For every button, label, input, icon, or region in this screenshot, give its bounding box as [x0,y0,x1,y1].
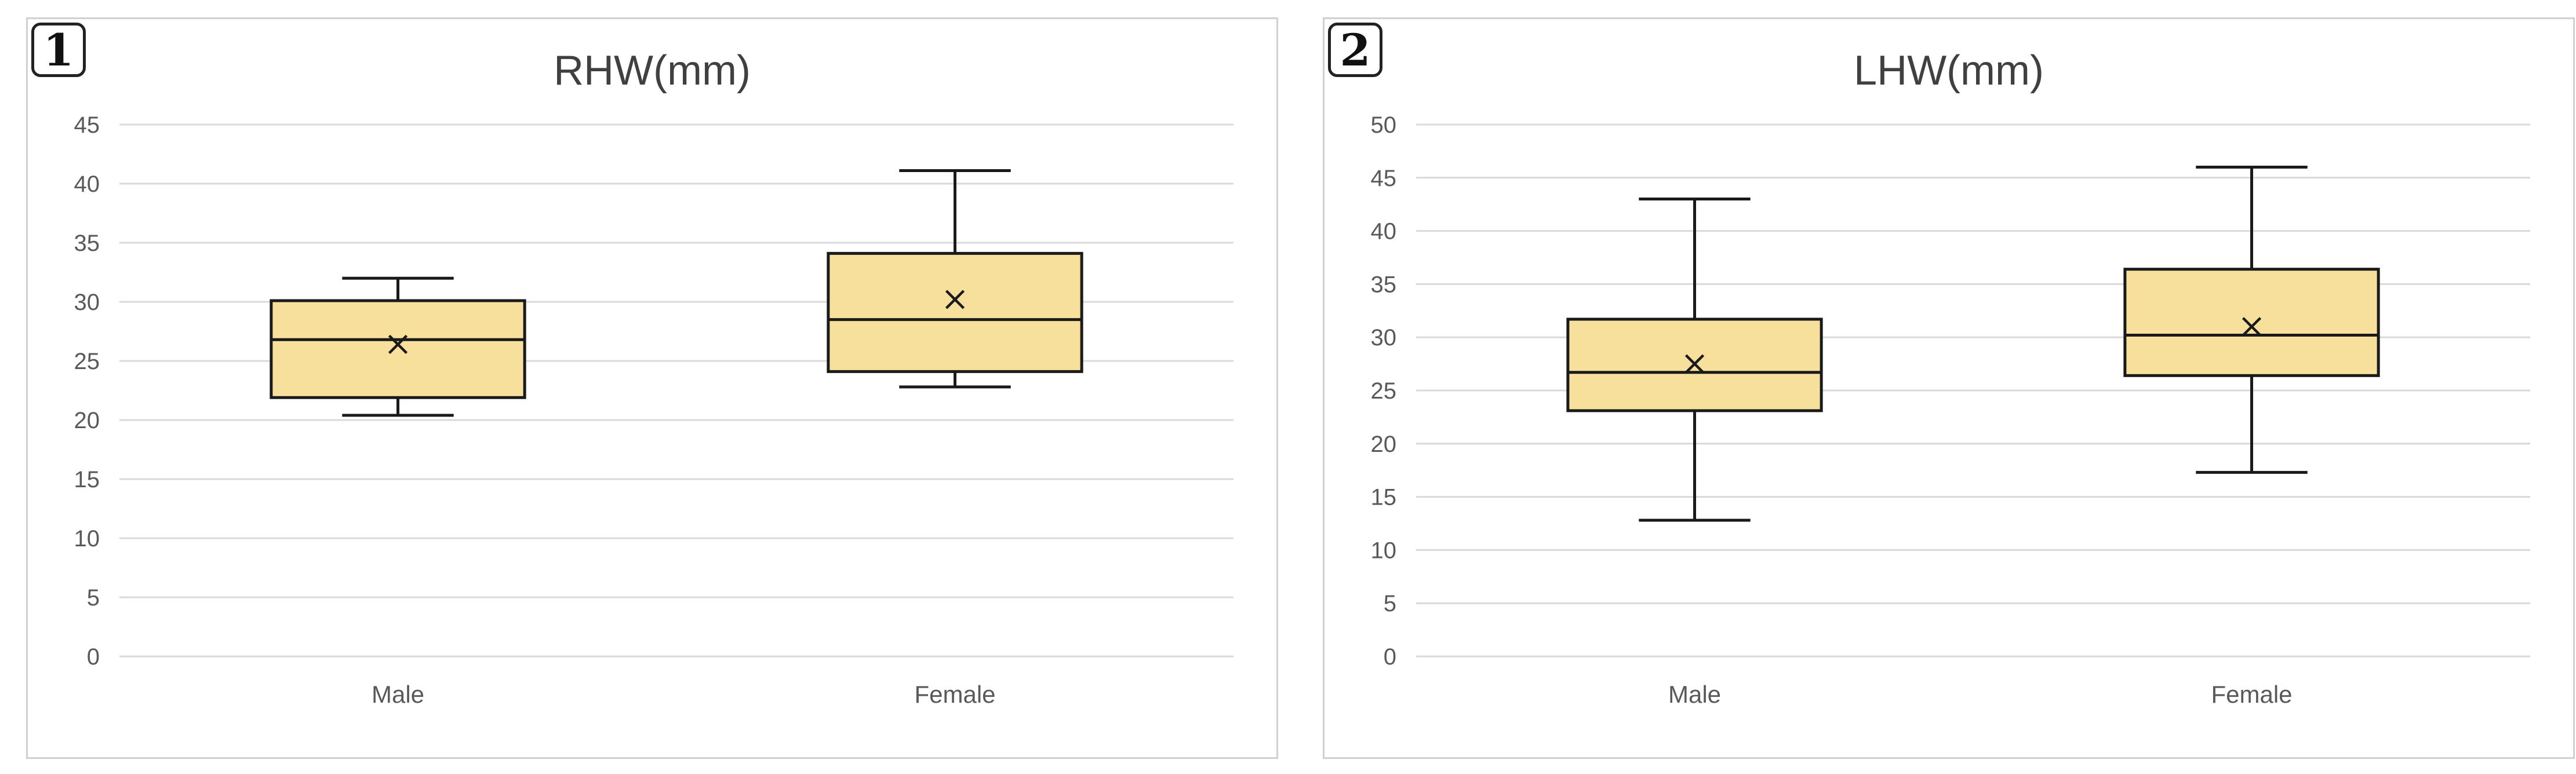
x-category-label: Female [2211,681,2292,708]
mean-marker [1684,354,1705,374]
y-tick-label: 40 [1371,219,1397,244]
y-tick-label: 0 [1384,644,1396,670]
mean-marker [2242,317,2262,337]
y-tick-label: 15 [74,467,100,492]
y-tick-label: 10 [1371,538,1397,563]
y-tick-label: 40 [74,171,100,197]
y-tick-label: 15 [1371,485,1397,510]
mean-marker-stroke [945,290,965,309]
chart-panel-1: 1 RHW(mm) 0 5 10 15 20 25 30 35 40 45 Male Female [26,17,1278,759]
mean-marker-stroke [1684,354,1705,374]
mean-marker [945,290,965,309]
box-plot-rhw: 0 5 10 15 20 25 30 35 40 45 Male Female [74,112,1234,708]
y-tick-label: 0 [87,644,100,670]
y-tick-label: 45 [1371,166,1397,191]
y-tick-label: 45 [74,112,100,138]
y-tick-label: 25 [1371,378,1397,404]
chart-panel-2: 2 LHW(mm) 0 5 10 15 20 25 30 35 40 45 50 Male Female [1323,17,2575,759]
chart-title: LHW(mm) [1854,48,2044,94]
mean-marker-stroke [388,334,408,355]
panel-number-badge: 2 [1328,23,1382,77]
interquartile-box [827,251,1083,373]
y-tick-label: 35 [1371,272,1397,297]
mean-marker [388,334,408,355]
y-tick-label: 35 [74,231,100,256]
interquartile-box [2123,268,2380,377]
chart-title: RHW(mm) [554,48,751,94]
y-tick-label: 25 [74,349,100,374]
y-tick-label: 30 [1371,325,1397,351]
box-plot-lhw: 0 5 10 15 20 25 30 35 40 45 50 Male Female [1371,112,2530,708]
y-tick-label: 20 [74,408,100,433]
y-tick-label: 20 [1371,432,1397,457]
interquartile-box [270,299,526,399]
x-category-label: Female [914,681,995,708]
mean-marker-stroke [2242,317,2262,337]
x-category-label: Male [372,681,424,708]
panel-number-badge: 1 [31,23,86,77]
y-tick-label: 50 [1371,112,1397,138]
x-category-label: Male [1668,681,1721,708]
y-tick-label: 30 [74,290,100,315]
y-tick-label: 10 [74,526,100,552]
y-tick-label: 5 [87,585,100,611]
y-tick-label: 5 [1384,591,1396,616]
